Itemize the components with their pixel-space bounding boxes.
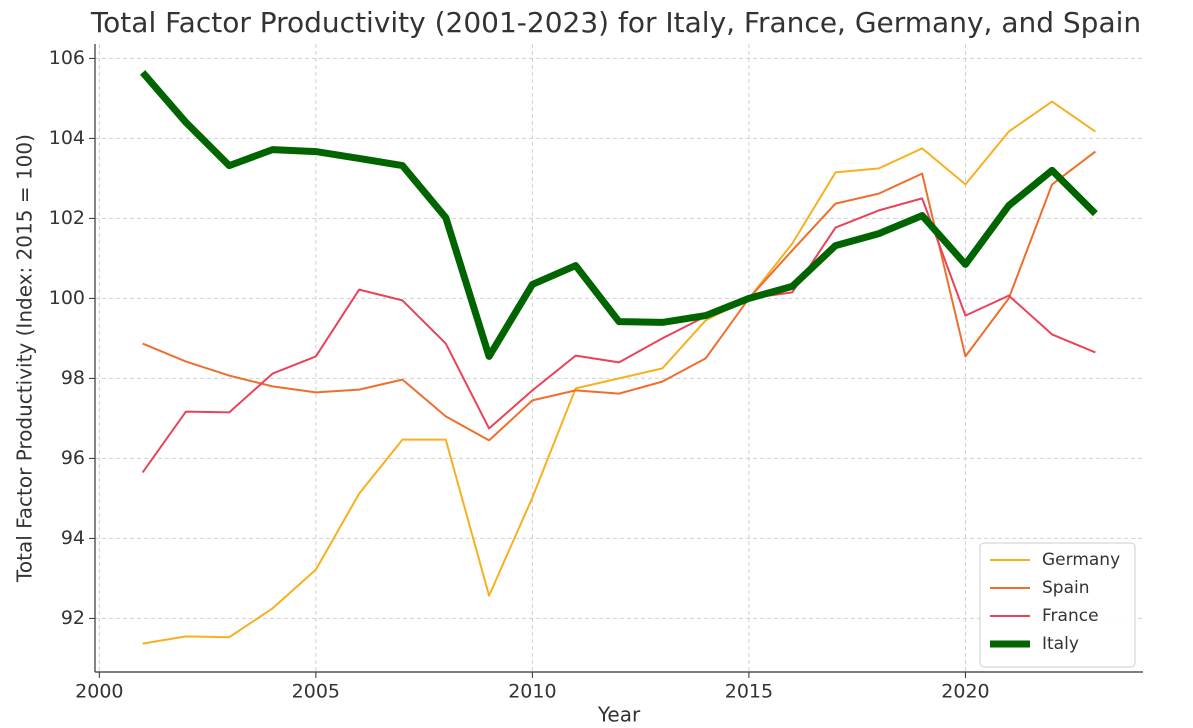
legend-box bbox=[979, 542, 1136, 668]
x-tick-label: 2015 bbox=[725, 681, 773, 703]
line-series bbox=[142, 100, 1096, 645]
line-series bbox=[139, 70, 1098, 360]
x-tick-label: 2005 bbox=[292, 681, 340, 703]
chart-title: Total Factor Productivity (2001-2023) fo… bbox=[90, 6, 1141, 39]
y-tick-label: 100 bbox=[49, 287, 85, 309]
y-tick-label: 98 bbox=[61, 367, 85, 389]
x-tick-label: 2010 bbox=[508, 681, 556, 703]
line-series bbox=[141, 197, 1096, 473]
y-tick-label: 92 bbox=[61, 607, 85, 629]
legend-label: France bbox=[1042, 606, 1099, 626]
x-tick-label: 2000 bbox=[75, 681, 123, 703]
y-tick-label: 96 bbox=[61, 447, 85, 469]
legend-label: Spain bbox=[1042, 578, 1090, 598]
y-axis-label: Total Factor Productivity (Index: 2015 =… bbox=[13, 134, 37, 583]
y-tick-label: 106 bbox=[49, 47, 85, 69]
y-tick-label: 102 bbox=[49, 207, 85, 229]
y-tick-label: 104 bbox=[49, 127, 85, 149]
legend-label: Germany bbox=[1042, 550, 1120, 570]
y-tick-label: 94 bbox=[61, 527, 85, 549]
x-tick-label: 2020 bbox=[941, 681, 989, 703]
line-series bbox=[142, 150, 1096, 442]
legend-label: Italy bbox=[1042, 634, 1079, 654]
x-axis-label: Year bbox=[597, 703, 641, 727]
